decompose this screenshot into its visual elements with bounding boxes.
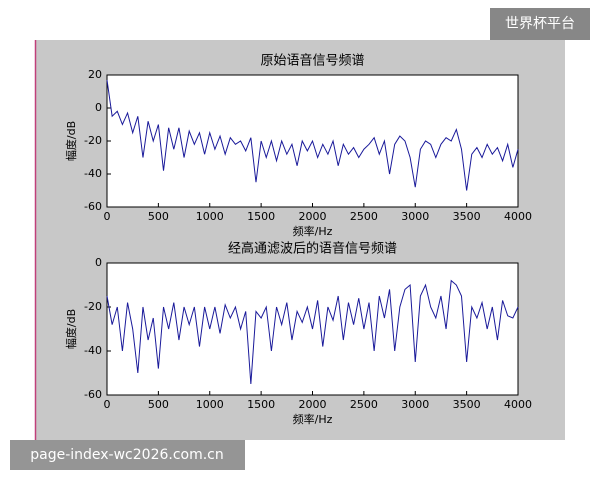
x-tick-label: 500 <box>148 210 169 223</box>
y-tick-label: -40 <box>84 167 102 180</box>
y-axis-label: 幅度/dB <box>64 309 78 349</box>
x-tick-label: 1500 <box>247 398 275 411</box>
x-tick-label: 4000 <box>504 398 532 411</box>
x-tick-label: 500 <box>148 398 169 411</box>
x-tick-label: 0 <box>104 210 111 223</box>
x-tick-label: 2500 <box>350 210 378 223</box>
spectrum-line <box>106 79 519 191</box>
x-tick-label: 3500 <box>453 210 481 223</box>
chart-title: 经高通滤波后的语音信号频谱 <box>228 241 397 257</box>
y-tick-label: 0 <box>95 101 102 114</box>
y-tick-label: -60 <box>84 200 102 213</box>
x-tick-label: 2000 <box>299 398 327 411</box>
x-axis-label: 频率/Hz <box>293 224 333 238</box>
y-axis-label: 幅度/dB <box>64 121 78 161</box>
watermark-box <box>490 8 590 40</box>
spectrum-line <box>106 279 519 385</box>
x-tick-label: 2500 <box>350 398 378 411</box>
y-tick-label: -20 <box>84 300 102 313</box>
x-tick-label: 3000 <box>401 398 429 411</box>
y-tick-label: -20 <box>84 134 102 147</box>
watermark-text: 世界杯平台 <box>505 16 575 32</box>
y-tick-label: 20 <box>88 68 102 81</box>
y-tick-label: 0 <box>95 256 102 269</box>
x-tick-label: 2000 <box>299 210 327 223</box>
x-tick-label: 1000 <box>196 210 224 223</box>
x-axis-label: 频率/Hz <box>293 412 333 426</box>
x-tick-label: 3500 <box>453 398 481 411</box>
chart-title: 原始语音信号频谱 <box>260 53 364 69</box>
x-tick-label: 1500 <box>247 210 275 223</box>
y-tick-label: -40 <box>84 344 102 357</box>
x-tick-label: 1000 <box>196 398 224 411</box>
watermark-text: page-index-wc2026.com.cn <box>30 447 224 463</box>
x-tick-label: 3000 <box>401 210 429 223</box>
x-tick-label: 0 <box>104 398 111 411</box>
y-tick-label: -60 <box>84 388 102 401</box>
watermark-box <box>10 440 245 470</box>
x-tick-label: 4000 <box>504 210 532 223</box>
